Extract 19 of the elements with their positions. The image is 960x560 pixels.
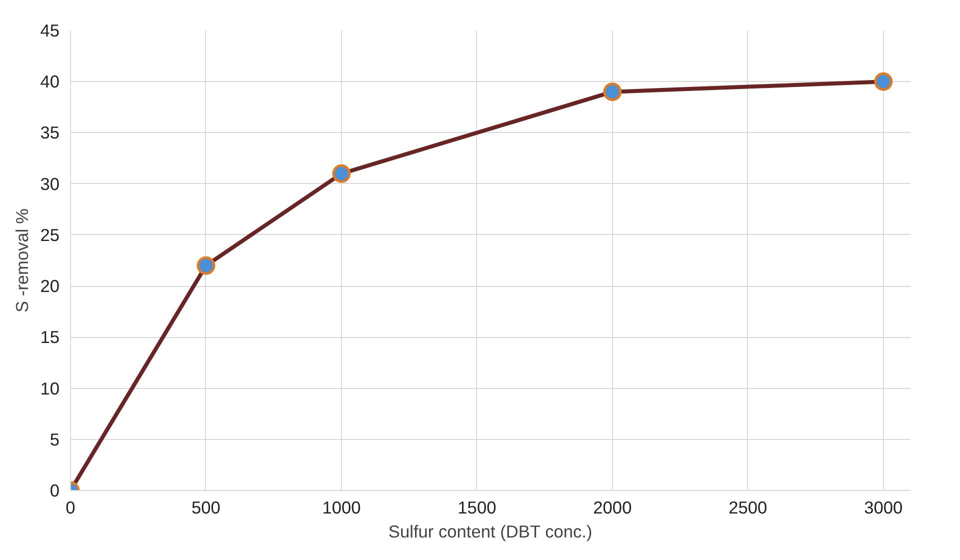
x-tick-label: 2000 — [593, 498, 632, 518]
y-tick-label: 10 — [40, 378, 60, 398]
y-tick-label: 15 — [40, 327, 60, 348]
x-tick-label: 2500 — [728, 498, 768, 518]
x-tick-label: 0 — [66, 498, 76, 518]
y-tick-label: 30 — [40, 174, 60, 194]
x-tick-label: 3000 — [864, 498, 903, 518]
x-tick-label: 1000 — [322, 498, 361, 518]
y-tick-label: 0 — [50, 480, 60, 500]
y-tick-label: 5 — [50, 429, 60, 450]
x-axis-title: Sulfur content (DBT conc.) — [388, 522, 592, 542]
y-tick-label: 45 — [40, 20, 60, 40]
y-tick-label: 25 — [40, 224, 60, 245]
y-axis-title: S -removal % — [12, 208, 32, 312]
y-tick-label: 20 — [40, 276, 60, 296]
x-tick-label: 500 — [192, 498, 220, 518]
y-tick-label: 35 — [40, 122, 60, 143]
x-tick-label: 1500 — [458, 498, 496, 518]
y-tick-label: 40 — [40, 72, 60, 92]
